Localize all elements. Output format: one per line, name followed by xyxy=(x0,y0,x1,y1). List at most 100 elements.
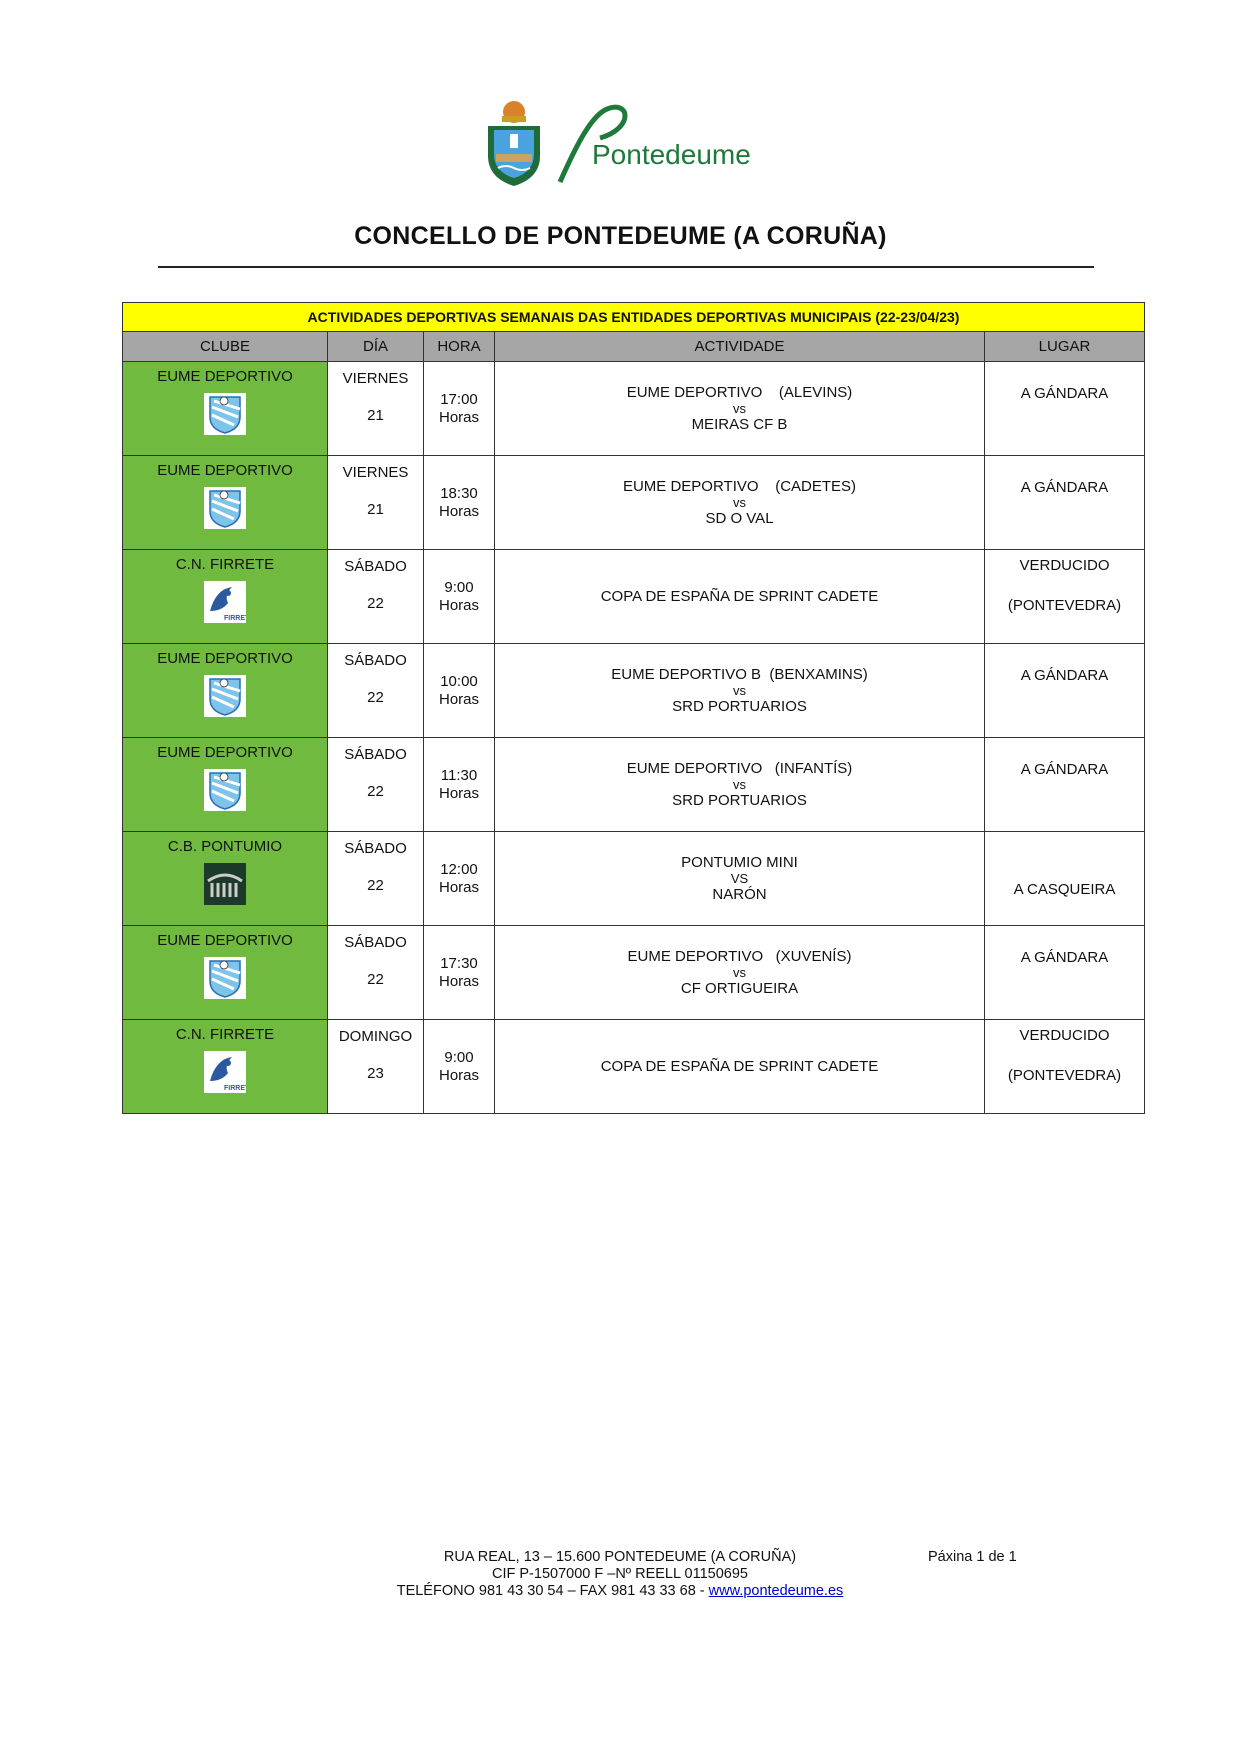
activity-line1: EUME DEPORTIVO (CADETES) xyxy=(622,477,857,495)
place: A GÁNDARA xyxy=(1020,949,1109,966)
club-cell: EUME DEPORTIVO xyxy=(122,361,328,456)
versus: vs xyxy=(733,964,746,980)
activity-line2: NARÓN xyxy=(712,885,767,903)
svg-text:Pontedeume: Pontedeume xyxy=(592,139,751,170)
place: A GÁNDARA xyxy=(1020,479,1109,496)
time: 9:00 xyxy=(444,1048,474,1066)
website-link[interactable]: www.pontedeume.es xyxy=(708,1583,844,1599)
date: 22 xyxy=(367,971,384,988)
club-cell: C.N. FIRRETE FIRRETE xyxy=(122,1019,328,1114)
date: 22 xyxy=(367,689,384,706)
column-header-day: DÍA xyxy=(327,331,424,362)
activity-cell: COPA DE ESPAÑA DE SPRINT CADETE xyxy=(494,1019,985,1114)
activity-cell: EUME DEPORTIVO (XUVENÍS) vs CF ORTIGUEIRA xyxy=(494,925,985,1020)
time-unit: Horas xyxy=(438,408,479,426)
versus: vs xyxy=(733,776,746,792)
club-name: C.B. PONTUMIO xyxy=(167,838,283,855)
time-cell: 17:30 Horas xyxy=(423,925,495,1020)
time-unit: Horas xyxy=(438,878,479,896)
time-cell: 9:00 Horas xyxy=(423,549,495,644)
table-row: EUME DEPORTIVO VIERNES 21 18:30 Horas EUME DE… xyxy=(122,455,1145,550)
time-cell: 18:30 Horas xyxy=(423,455,495,550)
weekday: VIERNES xyxy=(342,370,409,387)
table-row: C.B. PONTUMIO SÁBADO 22 12:00 Horas PONTUMIO … xyxy=(122,831,1145,926)
pontedeume-logo: Pontedeume xyxy=(480,98,830,190)
time-unit: Horas xyxy=(438,596,479,614)
club-name: EUME DEPORTIVO xyxy=(157,368,293,385)
activity-cell: EUME DEPORTIVO (INFANTÍS) vs SRD PORTUARIO… xyxy=(494,737,985,832)
date: 22 xyxy=(367,783,384,800)
activity-cell: EUME DEPORTIVO (ALEVINS) vs MEIRAS CF B xyxy=(494,361,985,456)
time: 11:30 xyxy=(440,766,478,784)
activity-cell: COPA DE ESPAÑA DE SPRINT CADETE xyxy=(494,549,985,644)
day-cell: SÁBADO 22 xyxy=(327,925,424,1020)
club-cell: C.N. FIRRETE FIRRETE xyxy=(122,549,328,644)
column-header-club: CLUBE xyxy=(122,331,328,362)
activity-line1: EUME DEPORTIVO (ALEVINS) xyxy=(626,383,853,401)
place: A GÁNDARA xyxy=(1020,667,1109,684)
day-cell: SÁBADO 22 xyxy=(327,831,424,926)
coat-of-arms-icon: Pontedeume xyxy=(488,101,751,186)
date: 22 xyxy=(367,877,384,894)
date: 21 xyxy=(367,407,384,424)
club-name: EUME DEPORTIVO xyxy=(157,932,293,949)
time-cell: 10:00 Horas xyxy=(423,643,495,738)
time: 17:30 xyxy=(440,954,478,972)
day-cell: SÁBADO 22 xyxy=(327,549,424,644)
club-name: C.N. FIRRETE xyxy=(175,556,275,573)
footer-phone: TELÉFONO 981 43 30 54 – FAX 981 43 33 68… xyxy=(396,1583,709,1599)
place: A CASQUEIRA xyxy=(1013,881,1116,898)
activity-line1: PONTUMIO MINI xyxy=(681,853,798,871)
club-cell: EUME DEPORTIVO xyxy=(122,643,328,738)
place-cell: A GÁNDARA xyxy=(984,737,1145,832)
place-region: (PONTEVEDRA) xyxy=(1007,1067,1122,1084)
activity-line1: EUME DEPORTIVO (INFANTÍS) xyxy=(626,759,853,777)
time-unit: Horas xyxy=(438,784,479,802)
place-cell: A CASQUEIRA xyxy=(984,831,1145,926)
time: 9:00 xyxy=(444,578,474,596)
time: 17:00 xyxy=(440,390,478,408)
time-unit: Horas xyxy=(438,502,479,520)
weekday: SÁBADO xyxy=(344,558,407,575)
eume-deportivo-crest-icon xyxy=(204,393,246,435)
time-cell: 12:00 Horas xyxy=(423,831,495,926)
date: 22 xyxy=(367,595,384,612)
place-cell: A GÁNDARA xyxy=(984,925,1145,1020)
day-cell: SÁBADO 22 xyxy=(327,643,424,738)
day-cell: SÁBADO 22 xyxy=(327,737,424,832)
club-name: EUME DEPORTIVO xyxy=(157,462,293,479)
place: A GÁNDARA xyxy=(1020,761,1109,778)
club-name: EUME DEPORTIVO xyxy=(157,744,293,761)
versus: vs xyxy=(733,494,746,510)
time-cell: 17:00 Horas xyxy=(423,361,495,456)
time-unit: Horas xyxy=(438,690,479,708)
date: 23 xyxy=(367,1065,384,1082)
weekday: SÁBADO xyxy=(344,934,407,951)
weekday: SÁBADO xyxy=(344,652,407,669)
time: 12:00 xyxy=(440,860,478,878)
weekday: SÁBADO xyxy=(344,746,407,763)
table-row: EUME DEPORTIVO SÁBADO 22 17:30 Horas EUME DEP… xyxy=(122,925,1145,1020)
page-number: Páxina 1 de 1 xyxy=(928,1549,1017,1565)
day-cell: VIERNES 21 xyxy=(327,361,424,456)
activity-line2: MEIRAS CF B xyxy=(691,415,788,433)
page-title: CONCELLO DE PONTEDEUME (A CORUÑA) xyxy=(354,222,887,250)
column-header-activity: ACTIVIDADE xyxy=(494,331,985,362)
club-cell: EUME DEPORTIVO xyxy=(122,455,328,550)
activities-table: ACTIVIDADES DEPORTIVAS SEMANAIS DAS ENTI… xyxy=(122,302,1145,1114)
footer: RUA REAL, 13 – 15.600 PONTEDEUME (A CORU… xyxy=(330,1549,910,1600)
footer-address: RUA REAL, 13 – 15.600 PONTEDEUME (A CORU… xyxy=(443,1549,797,1565)
place: VERDUCIDO xyxy=(1019,557,1110,574)
column-header-time: HORA xyxy=(423,331,495,362)
time-unit: Horas xyxy=(438,1066,479,1084)
activity-line2: SRD PORTUARIOS xyxy=(672,791,807,809)
day-cell: VIERNES 21 xyxy=(327,455,424,550)
date: 21 xyxy=(367,501,384,518)
weekday: VIERNES xyxy=(342,464,409,481)
versus: vs xyxy=(733,400,746,416)
time: 18:30 xyxy=(440,484,478,502)
day-cell: DOMINGO 23 xyxy=(327,1019,424,1114)
place: A GÁNDARA xyxy=(1020,385,1109,402)
